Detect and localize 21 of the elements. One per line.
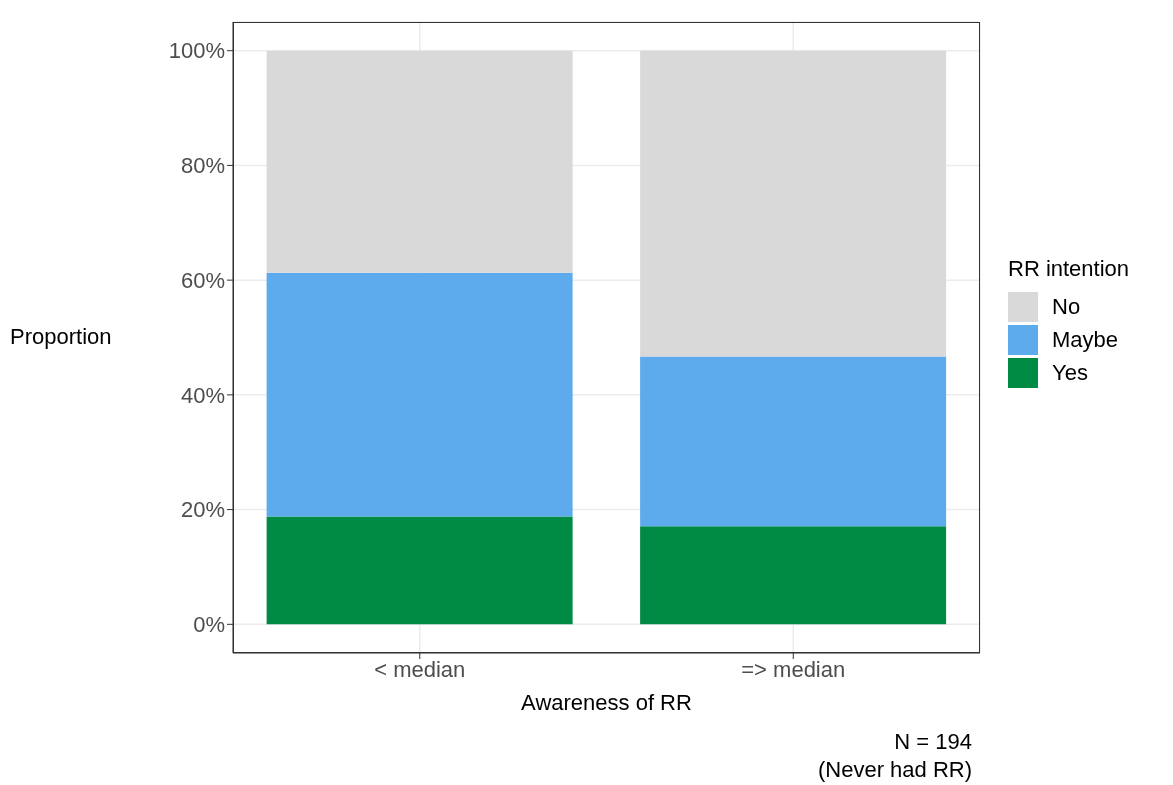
text: N = 194 (Never had RR) bbox=[817, 728, 972, 784]
y-tick-label: 40% bbox=[180, 382, 225, 408]
x-tick-label: => median bbox=[741, 656, 846, 682]
bar bbox=[266, 50, 573, 273]
bar bbox=[640, 526, 947, 625]
x-tick-label: < median bbox=[374, 656, 466, 682]
y-tick-label: 80% bbox=[180, 153, 225, 179]
y-tick-label: 20% bbox=[180, 497, 225, 523]
y-tick-label: 60% bbox=[180, 267, 225, 293]
x-axis-title: Awareness of RR bbox=[520, 690, 693, 716]
legend-label: Yes bbox=[1052, 359, 1088, 386]
legend-label: Maybe bbox=[1052, 326, 1119, 353]
y-axis-title: Proportion bbox=[10, 324, 112, 350]
bar bbox=[266, 516, 573, 625]
legend-title: RR intention bbox=[1008, 256, 1130, 282]
y-tick-label: 100% bbox=[168, 38, 225, 64]
bar bbox=[640, 356, 947, 527]
bar bbox=[640, 50, 947, 357]
legend-label: No bbox=[1052, 293, 1081, 320]
bar bbox=[266, 272, 573, 517]
y-tick-label: 0% bbox=[193, 612, 225, 638]
